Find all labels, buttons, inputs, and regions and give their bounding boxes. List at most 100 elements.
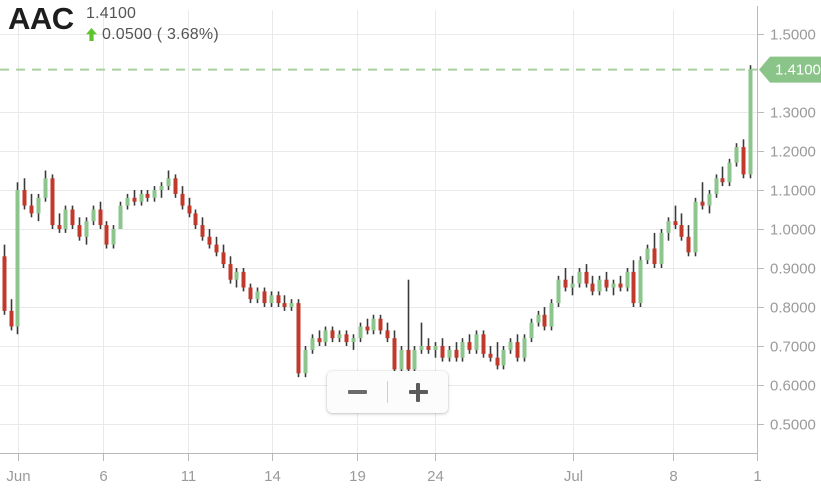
price-badge-shape <box>759 56 821 83</box>
candle-up <box>433 346 438 350</box>
candle-up <box>611 283 616 288</box>
candle-down <box>262 291 267 304</box>
candle-up <box>36 197 41 214</box>
y-axis-labels: 1.5000 1.3000 1.2000 1.1000 1.0000 0.9000 0.80… <box>770 27 816 434</box>
x-axis-tick-label: 19 <box>349 468 366 485</box>
candle-up <box>412 349 417 370</box>
candle-down <box>741 147 746 175</box>
candle-up <box>111 229 116 245</box>
candle-down <box>9 310 14 327</box>
candle-up <box>91 209 96 222</box>
candle-down <box>104 225 109 245</box>
x-axis-tick-label: 11 <box>181 468 197 485</box>
candle-down <box>481 334 486 354</box>
candle-down <box>385 330 390 339</box>
x-axis-tick-label: 1 <box>753 468 761 485</box>
candle-up <box>659 232 664 265</box>
candle-up <box>323 330 328 343</box>
current-price-badge: 1.4100 <box>759 56 821 83</box>
candle-up <box>666 221 671 233</box>
x-axis-tick-label: Jun <box>6 468 30 485</box>
candle-down <box>590 283 595 292</box>
candle-down <box>248 287 253 300</box>
candle-down <box>193 213 198 226</box>
y-axis-tick-label: 1.5000 <box>770 27 816 44</box>
candle-down <box>296 303 301 374</box>
candle-down <box>282 303 287 307</box>
zoom-out-button[interactable] <box>327 371 387 413</box>
candle-down <box>22 190 27 206</box>
candle-down <box>440 346 445 358</box>
candle-up <box>536 314 541 323</box>
candle-down <box>426 346 431 350</box>
candle-down <box>132 197 137 202</box>
candle-up <box>727 162 732 183</box>
candle-down <box>241 271 246 288</box>
candle-up <box>556 279 561 304</box>
candle-up <box>125 197 130 206</box>
candle-up <box>269 295 274 304</box>
candle-down <box>2 256 7 311</box>
candle-down <box>344 334 349 343</box>
candle-down <box>467 342 472 350</box>
x-axis-tick-label: 6 <box>99 468 107 485</box>
candle-down <box>70 209 75 226</box>
candle-up <box>139 193 144 202</box>
y-axis-tick-label: 1.2000 <box>770 144 816 161</box>
zoom-controls[interactable] <box>327 371 448 413</box>
candle-down <box>652 248 657 265</box>
candle-down <box>584 271 589 284</box>
candle-up <box>351 338 356 343</box>
candle-down <box>228 264 233 280</box>
candle-down <box>686 236 691 253</box>
candle-down <box>221 252 226 265</box>
y-axis-tick-label: 1.0000 <box>770 222 816 239</box>
candle-up <box>460 342 465 358</box>
candle-up <box>714 178 719 194</box>
y-axis-tick-label: 0.7000 <box>770 339 816 356</box>
candle-up <box>529 322 534 339</box>
candle-up <box>166 178 171 187</box>
x-axis-tick-label: 24 <box>427 468 444 485</box>
candle-up <box>748 69 753 175</box>
candle-down <box>207 236 212 245</box>
candle-up <box>522 338 527 358</box>
candle-up <box>693 201 698 253</box>
candle-down <box>276 295 281 304</box>
y-axis-tick-label: 1.1000 <box>770 183 816 200</box>
candle-up <box>255 291 260 300</box>
candle-down <box>618 283 623 288</box>
candle-down <box>200 225 205 237</box>
x-axis-tick-label: Jul <box>564 468 583 485</box>
y-axis-tick-label: 0.6000 <box>770 378 816 395</box>
candle-down <box>180 193 185 206</box>
candle-down <box>604 279 609 288</box>
candle-up <box>474 334 479 350</box>
x-axis-tick-label: 14 <box>264 468 281 485</box>
candle-down <box>488 353 493 358</box>
candle-down <box>378 318 383 331</box>
candle-up <box>508 342 513 350</box>
candle-up <box>597 279 602 292</box>
candle-up <box>570 283 575 288</box>
candle-up <box>63 209 68 229</box>
candle-down <box>173 178 178 194</box>
candle-up <box>447 349 452 358</box>
candle-down <box>495 357 500 366</box>
zoom-divider <box>387 381 388 403</box>
candle-down <box>98 209 103 226</box>
candle-up <box>577 271 582 284</box>
candle-up <box>625 271 630 288</box>
plus-icon <box>408 382 428 402</box>
zoom-in-button[interactable] <box>388 371 448 413</box>
candle-down <box>187 205 192 214</box>
y-axis-tick-label: 0.8000 <box>770 300 816 317</box>
candle-down <box>29 205 34 214</box>
axis-layer <box>0 6 764 461</box>
candle-up <box>419 346 424 350</box>
candle-up <box>645 248 650 261</box>
candle-up <box>399 349 404 370</box>
